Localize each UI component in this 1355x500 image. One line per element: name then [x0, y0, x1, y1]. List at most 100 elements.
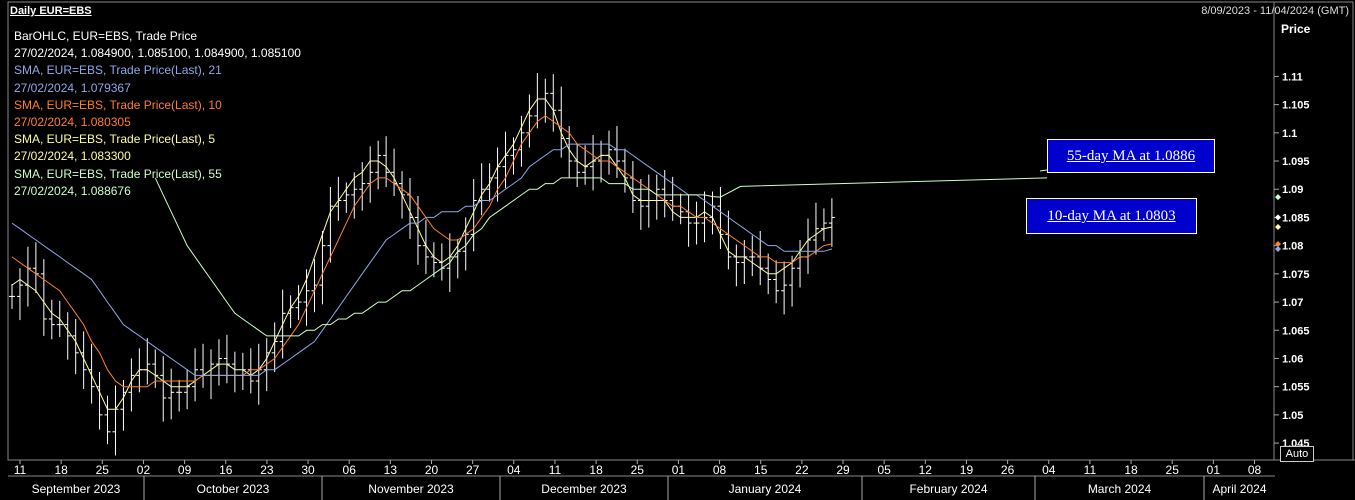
x-tick-label: 09	[178, 463, 192, 477]
y-tick-label: 1.08	[1282, 241, 1303, 253]
legend: BarOHLC, EUR=EBS, Trade Price 27/02/2024,…	[14, 28, 301, 200]
x-tick-label: 16	[219, 463, 233, 477]
x-tick-label: 05	[877, 463, 891, 477]
x-tick-label: 18	[589, 463, 603, 477]
ohlc-bar	[160, 356, 167, 422]
x-tick-label: 27	[466, 463, 480, 477]
ohlc-bar	[48, 299, 55, 340]
y-tick-label: 1.06	[1282, 353, 1303, 365]
ohlc-bar	[797, 240, 804, 288]
x-tick-label: 12	[919, 463, 933, 477]
x-month-label: November 2023	[368, 482, 454, 496]
y-tick-label: 1.05	[1282, 410, 1303, 422]
legend-line: SMA, EUR=EBS, Trade Price(Last), 10	[14, 97, 222, 112]
ohlc-bar	[112, 385, 119, 456]
ohlc-bar	[16, 268, 23, 321]
legend-line: SMA, EUR=EBS, Trade Price(Last), 55	[14, 166, 222, 181]
legend-line: 27/02/2024, 1.080305	[14, 115, 131, 130]
ohlc-bar	[502, 131, 509, 189]
price-marker	[1275, 246, 1281, 253]
ohlc-bar	[64, 312, 71, 360]
ohlc-bar	[367, 146, 374, 203]
x-tick-label: 01	[672, 463, 686, 477]
chart-title[interactable]: Daily EUR=EBS	[10, 5, 92, 17]
ohlc-bar	[685, 194, 692, 247]
ohlc-bar	[820, 208, 827, 242]
auto-scale-button[interactable]: Auto	[1280, 446, 1314, 462]
x-tick-label: 26	[1001, 463, 1015, 477]
ohlc-bar	[693, 201, 700, 245]
ohlc-bar	[223, 334, 230, 384]
callout-connector	[1039, 169, 1048, 172]
callout-10-text: 10-day MA at 1.0803	[1047, 208, 1176, 224]
ohlc-bar	[574, 144, 581, 187]
ohlc-bar	[598, 140, 605, 183]
ohlc-bar	[709, 191, 716, 235]
price-marker	[1275, 194, 1281, 201]
callout-55-day-ma: 55-day MA at 1.0886	[1047, 139, 1215, 173]
ohlc-bar	[327, 186, 334, 263]
ohlc-bar	[805, 218, 811, 274]
legend-line: BarOHLC, EUR=EBS, Trade Price	[14, 29, 198, 43]
x-tick-label: 19	[960, 463, 974, 477]
ohlc-bar	[80, 331, 87, 389]
ohlc-bar	[812, 202, 819, 255]
x-tick-label: 18	[1124, 463, 1138, 477]
x-tick-label: 15	[754, 463, 768, 477]
x-tick-label: 29	[836, 463, 850, 477]
ohlc-bar	[319, 230, 326, 305]
y-tick-label: 1.095	[1282, 156, 1310, 168]
x-tick-label: 25	[631, 463, 645, 477]
ohlc-bar	[375, 140, 382, 190]
ohlc-bar	[558, 86, 565, 158]
ohlc-bar	[653, 174, 660, 220]
ohlc-bar	[24, 246, 31, 307]
price-marker	[1275, 240, 1281, 247]
y-tick-label: 1.085	[1282, 212, 1310, 224]
price-marker	[1275, 224, 1281, 231]
ohlc-bar	[88, 343, 95, 404]
y-tick-label: 1.07	[1282, 297, 1303, 309]
callout-55-text: 55-day MA at 1.0886	[1066, 148, 1196, 164]
y-tick-label: 1.09	[1282, 184, 1303, 196]
ohlc-bar	[144, 338, 151, 385]
ohlc-bar	[184, 369, 191, 410]
ohlc-bar	[629, 161, 636, 213]
sma-line-0	[11, 98, 833, 410]
x-tick-label: 11	[14, 463, 27, 477]
price-axis-label: Price	[1281, 22, 1311, 36]
ohlc-bar	[677, 193, 684, 225]
x-tick-label: 25	[96, 463, 110, 477]
ohlc-bar	[414, 196, 421, 265]
x-tick-label: 11	[549, 463, 562, 477]
x-tick-label: 04	[507, 463, 521, 477]
ohlc-bar	[391, 148, 398, 196]
legend-line: 27/02/2024, 1.088676	[14, 183, 131, 198]
ohlc-bar	[343, 182, 350, 213]
ohlc-bar	[789, 255, 796, 307]
ohlc-bar	[637, 179, 644, 230]
x-month-label: April 2024	[1212, 482, 1266, 496]
ohlc-bar	[208, 349, 214, 400]
y-tick-label: 1.105	[1282, 100, 1310, 112]
x-tick-label: 01	[1207, 463, 1221, 477]
ohlc-bar	[200, 343, 207, 388]
legend-line: SMA, EUR=EBS, Trade Price(Last), 21	[14, 63, 222, 78]
ohlc-bar	[828, 198, 835, 247]
ohlc-bar	[422, 219, 429, 274]
y-tick-label: 1.11	[1282, 71, 1303, 83]
x-tick-label: 13	[384, 463, 398, 477]
x-month-label: October 2023	[197, 482, 270, 496]
x-tick-label: 20	[425, 463, 439, 477]
y-tick-label: 1.1	[1282, 128, 1297, 140]
ohlc-bar	[9, 284, 15, 309]
ohlc-bar	[351, 172, 358, 219]
x-tick-label: 04	[1042, 463, 1056, 477]
ohlc-bar	[231, 351, 238, 393]
ohlc-bar	[526, 94, 533, 148]
ohlc-bar	[733, 244, 740, 287]
ohlc-bar	[661, 170, 668, 218]
x-month-label: February 2024	[909, 482, 987, 496]
x-month-label: January 2024	[729, 482, 802, 496]
